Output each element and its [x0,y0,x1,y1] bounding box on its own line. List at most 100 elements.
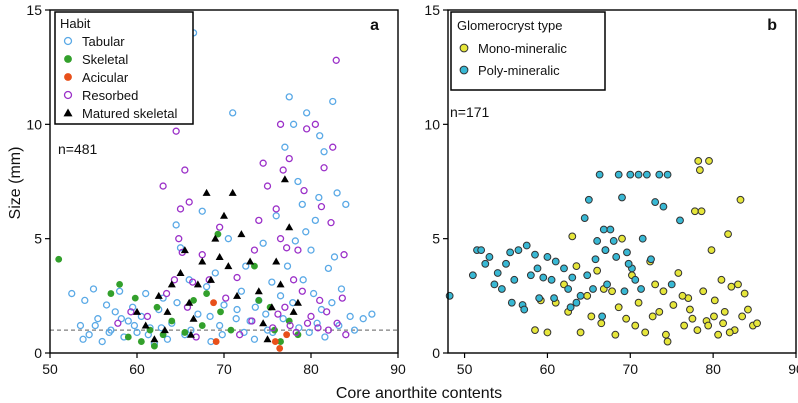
panel-b-point-mono-mineralic [710,312,718,321]
panel-b-point-mono-mineralic [543,328,552,337]
panel-b-point-mono-mineralic [697,207,706,216]
panel-a-point-resorbed [276,120,285,128]
panel-a-point-resorbed [159,182,167,190]
panel-a-point-skeletal [277,338,284,345]
panel-a-y-tick-label: 10 [26,116,42,132]
panel-a-point-skeletal [151,342,158,350]
panel-a-point-tabular [307,246,315,254]
panel-a-point-matured-skeletal [237,230,246,238]
panel-a-point-tabular [333,189,341,197]
panel-a-point-resorbed [285,154,293,163]
panel-b-point-poly-mineralic [584,195,593,204]
panel-a-point-tabular [316,132,324,140]
panel-b-point-mono-mineralic [694,157,703,165]
panel-b-point-poly-mineralic [485,253,494,261]
panel-a-point-skeletal [198,322,206,329]
panel-a-point-tabular [79,335,87,343]
panel-a-y-tick-label: 15 [26,2,42,18]
panel-a-point-tabular [359,315,367,323]
panel-a-point-tabular [330,253,339,261]
panel-b-point-poly-mineralic [609,237,618,245]
panel-a-point-resorbed [340,251,348,259]
panel-a: 50 60 70 80 90 0 5 10 15 a n=481 Habit Tabular Sk… [26,2,406,377]
panel-b-point-poly-mineralic [624,259,633,268]
panel-b-point-poly-mineralic [618,193,626,202]
panel-a-point-resorbed [279,166,287,174]
panel-a-point-resorbed [181,166,189,174]
panel-a-point-tabular [172,221,180,229]
panel-b-x-tick-label: 60 [540,361,556,377]
panel-a-point-matured-skeletal [285,223,294,231]
panel-a-point-matured-skeletal [211,234,220,242]
panel-a-point-resorbed [215,223,224,231]
panel-a-point-tabular [128,303,137,311]
panel-a-point-resorbed [338,294,346,302]
panel-a-point-resorbed [248,317,256,325]
panel-b-point-poly-mineralic [663,170,672,179]
panel-a-point-resorbed [276,235,285,243]
panel-a-point-skeletal [107,290,115,297]
panel-a-point-acicular [210,299,217,307]
panel-b-point-poly-mineralic [583,271,592,280]
panel-a-point-tabular [329,97,337,106]
panel-a-point-skeletal [190,297,197,304]
panel-a-y-tick-label: 0 [34,345,42,361]
panel-a-point-tabular [309,289,318,298]
panel-a-point-matured-skeletal [289,307,298,315]
panel-a-point-skeletal [55,255,63,263]
panel-b-point-poly-mineralic [603,280,611,289]
panel-a-point-tabular [321,333,329,341]
panel-b-point-poly-mineralic [620,287,629,296]
panel-a-point-tabular [194,310,202,318]
panel-a-point-resorbed [316,296,324,305]
y-axis-label: Size (mm) [7,147,24,220]
panel-b-point-mono-mineralic [614,303,623,312]
panel-a-point-tabular [233,305,241,314]
panel-a-point-tabular [98,337,106,346]
panel-a-count: n=481 [58,141,98,157]
panel-a-point-matured-skeletal [189,314,198,322]
panel-a-point-tabular [302,228,310,236]
panel-b-x-tick-label: 50 [457,361,473,377]
panel-a-point-resorbed [269,324,277,332]
panel-a-legend-items: Tabular Skeletal Acicular Resorbed Matured s… [63,34,177,121]
panel-b-point-poly-mineralic [580,214,589,222]
panel-a-point-tabular [279,315,287,323]
panel-b-point-mono-mineralic [736,195,745,204]
panel-b-point-poly-mineralic [547,275,556,284]
panel-b-point-poly-mineralic [599,225,608,234]
panel-b-point-mono-mineralic [725,328,734,337]
panel-a-point-tabular [105,328,113,337]
panel-a-legend-label-acicular: Acicular [82,70,129,85]
panel-a-point-resorbed [298,287,306,295]
panel-a-point-matured-skeletal [133,307,141,315]
panel-b-point-poly-mineralic [497,285,506,293]
panel-b-point-poly-mineralic [634,170,643,179]
panel-a-point-tabular [324,264,333,273]
panel-a-point-tabular [115,287,124,295]
panel-a-point-tabular [259,239,267,247]
panel-b-point-poly-mineralic [531,250,539,259]
panel-b-point-poly-mineralic [614,170,623,179]
panel-b-point-poly-mineralic [566,303,575,312]
panel-b-point-poly-mineralic [568,273,577,282]
panel-a-point-tabular [176,244,185,252]
panel-b-y-tick-label: 0 [432,345,440,361]
panel-a-legend-label-skeletal: Skeletal [82,52,128,67]
panel-a-point-resorbed [300,186,308,195]
panel-a-point-matured-skeletal [280,175,289,183]
panel-a-point-tabular [299,276,307,284]
panel-a-point-matured-skeletal [186,330,195,338]
panel-a-point-tabular [320,148,328,156]
panel-a-point-tabular [163,335,172,343]
panel-a-point-tabular [302,109,311,117]
panel-b-legend-label-poly-mineralic: Poly-mineralic [478,63,560,78]
panel-a-point-matured-skeletal [272,257,281,265]
panel-b-ticks: 50 60 70 80 90 0 5 10 15 [424,2,798,377]
panel-a-point-tabular [250,335,259,343]
panel-a-point-resorbed [303,319,312,327]
panel-a-point-resorbed [327,219,335,227]
panel-b-point-poly-mineralic [659,202,668,211]
panel-a-label: a [370,17,379,34]
panel-a-point-matured-skeletal [206,275,215,283]
